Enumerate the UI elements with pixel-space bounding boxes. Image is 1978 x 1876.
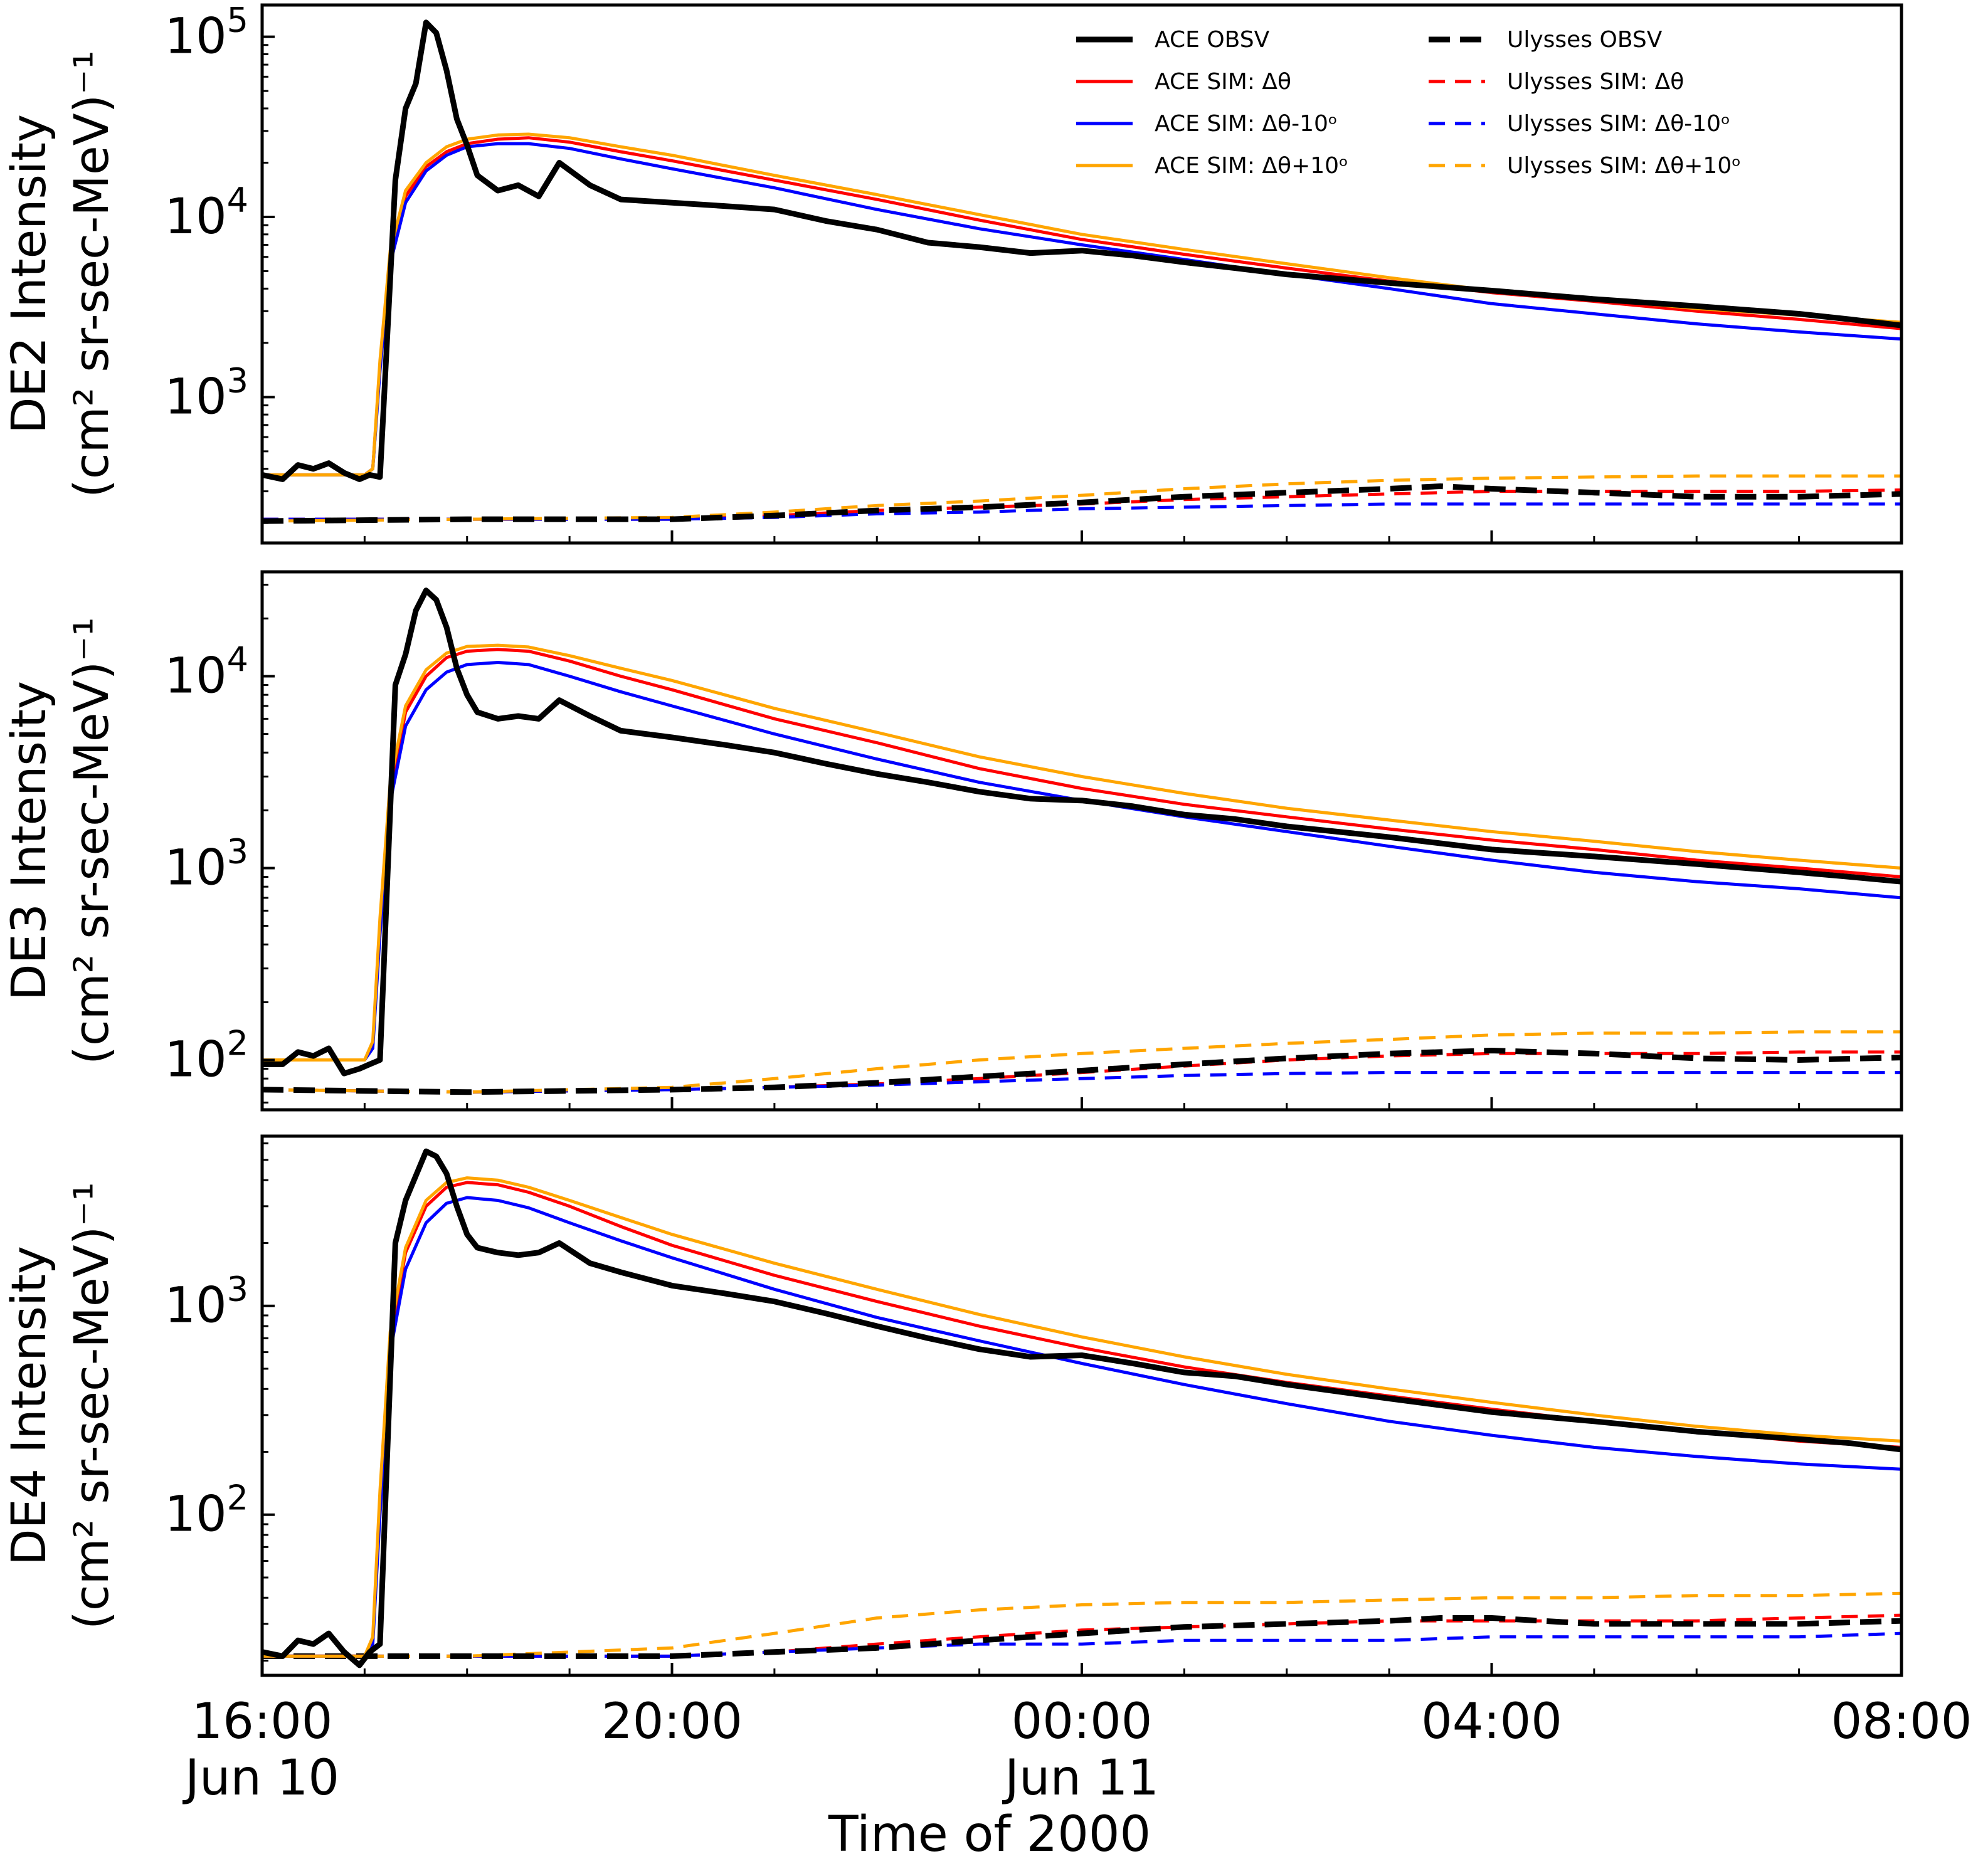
series-uly_obsv <box>262 1048 1901 1095</box>
series-group <box>262 588 1901 1095</box>
x-tick-label: 00:00 <box>1012 1694 1153 1750</box>
y-tick-base: 10 <box>164 1278 226 1334</box>
legend-item-uly_sim_p10: Ulysses SIM: Δθ+10ᵒ <box>1429 153 1741 179</box>
legend-label: Ulysses OBSV <box>1507 27 1663 53</box>
y-tick-label: 102 <box>164 1024 248 1088</box>
y-tick-exponent: 3 <box>227 1270 248 1309</box>
legend-label: Ulysses SIM: Δθ-10ᵒ <box>1507 111 1730 137</box>
y-tick-base: 10 <box>164 369 226 425</box>
x-tick-label: 04:00 <box>1421 1694 1562 1750</box>
legend-item-uly_sim: Ulysses SIM: Δθ <box>1429 69 1684 95</box>
y-tick-base: 10 <box>164 1032 226 1088</box>
y-axis-label: DE2 Intensity <box>1 114 56 434</box>
legend-item-ace_sim_m10: ACE SIM: Δθ-10ᵒ <box>1076 111 1338 137</box>
y-axis-units: (cm² sr-sec-MeV)⁻¹ <box>63 1182 119 1630</box>
legend-item-ace_obsv: ACE OBSV <box>1076 27 1270 53</box>
series-ace_sim <box>262 648 1901 1062</box>
series-ace_sim_m10 <box>262 142 1901 477</box>
x-axis-label: Time of 2000 <box>828 1806 1151 1863</box>
series-ace_sim_p10 <box>262 1176 1901 1658</box>
x-tick-date: Jun 11 <box>1002 1750 1159 1806</box>
legend-item-ace_sim_p10: ACE SIM: Δθ+10ᵒ <box>1076 153 1348 179</box>
legend: ACE OBSV ACE SIM: Δθ ACE SIM: Δθ-10ᵒ ACE SI… <box>1076 27 1741 179</box>
legend-label: ACE SIM: Δθ+10ᵒ <box>1155 153 1348 179</box>
y-axis-units: (cm² sr-sec-MeV)⁻¹ <box>63 50 119 498</box>
plot-frame <box>260 1134 1903 1677</box>
series-uly_sim_p10 <box>262 1591 1901 1658</box>
legend-item-uly_obsv: Ulysses OBSV <box>1429 27 1663 53</box>
y-tick-exponent: 4 <box>227 640 248 679</box>
series-group <box>262 1148 1901 1668</box>
y-tick-exponent: 2 <box>227 1478 248 1518</box>
series-uly_sim_p10 <box>262 474 1901 523</box>
y-tick-base: 10 <box>164 189 226 245</box>
y-tick-label: 104 <box>164 640 248 704</box>
x-tick-date: Jun 10 <box>182 1750 339 1806</box>
y-tick-label: 105 <box>164 1 248 65</box>
legend-label: ACE SIM: Δθ-10ᵒ <box>1155 111 1338 137</box>
y-tick-base: 10 <box>164 840 226 897</box>
series-group <box>262 19 1901 524</box>
legend-label: Ulysses SIM: Δθ+10ᵒ <box>1507 153 1741 179</box>
legend-item-ace_sim: ACE SIM: Δθ <box>1076 69 1291 95</box>
series-ace_obsv <box>262 1148 1901 1668</box>
series-uly_sim_m10 <box>262 502 1901 521</box>
series-uly_sim_p10 <box>262 1030 1901 1094</box>
series-uly_obsv <box>262 1615 1901 1659</box>
y-tick-base: 10 <box>164 1487 226 1543</box>
series-ace_obsv <box>262 588 1901 1077</box>
series-uly_sim_m10 <box>262 1071 1901 1094</box>
y-tick-exponent: 3 <box>227 832 248 872</box>
y-tick-exponent: 2 <box>227 1024 248 1063</box>
y-tick-base: 10 <box>164 9 226 65</box>
legend-label: Ulysses SIM: Δθ <box>1507 69 1684 95</box>
x-tick-label: 16:00 <box>192 1694 333 1750</box>
plot-frame <box>260 570 1903 1112</box>
y-axis-units: (cm² sr-sec-MeV)⁻¹ <box>63 617 119 1065</box>
y-tick-base: 10 <box>164 648 226 704</box>
x-tick-label: 20:00 <box>601 1694 743 1750</box>
plot-frame <box>260 3 1903 545</box>
series-uly_obsv <box>262 483 1901 524</box>
y-tick-exponent: 5 <box>227 1 248 40</box>
y-tick-exponent: 4 <box>227 181 248 220</box>
legend-label: ACE SIM: Δθ <box>1155 69 1291 95</box>
series-ace_sim_p10 <box>262 643 1901 1062</box>
series-uly_sim_m10 <box>262 1631 1901 1658</box>
x-tick-label: 08:00 <box>1831 1694 1972 1750</box>
y-tick-label: 103 <box>164 1270 248 1334</box>
y-tick-label: 102 <box>164 1478 248 1543</box>
y-axis-label: DE3 Intensity <box>1 681 56 1001</box>
legend-item-uly_sim_m10: Ulysses SIM: Δθ-10ᵒ <box>1429 111 1730 137</box>
y-axis-label: DE4 Intensity <box>1 1246 56 1566</box>
y-tick-label: 103 <box>164 361 248 425</box>
y-tick-exponent: 3 <box>227 361 248 400</box>
y-tick-label: 104 <box>164 181 248 245</box>
legend-label: ACE OBSV <box>1155 27 1270 53</box>
y-tick-label: 103 <box>164 832 248 897</box>
series-ace_obsv <box>262 19 1901 482</box>
